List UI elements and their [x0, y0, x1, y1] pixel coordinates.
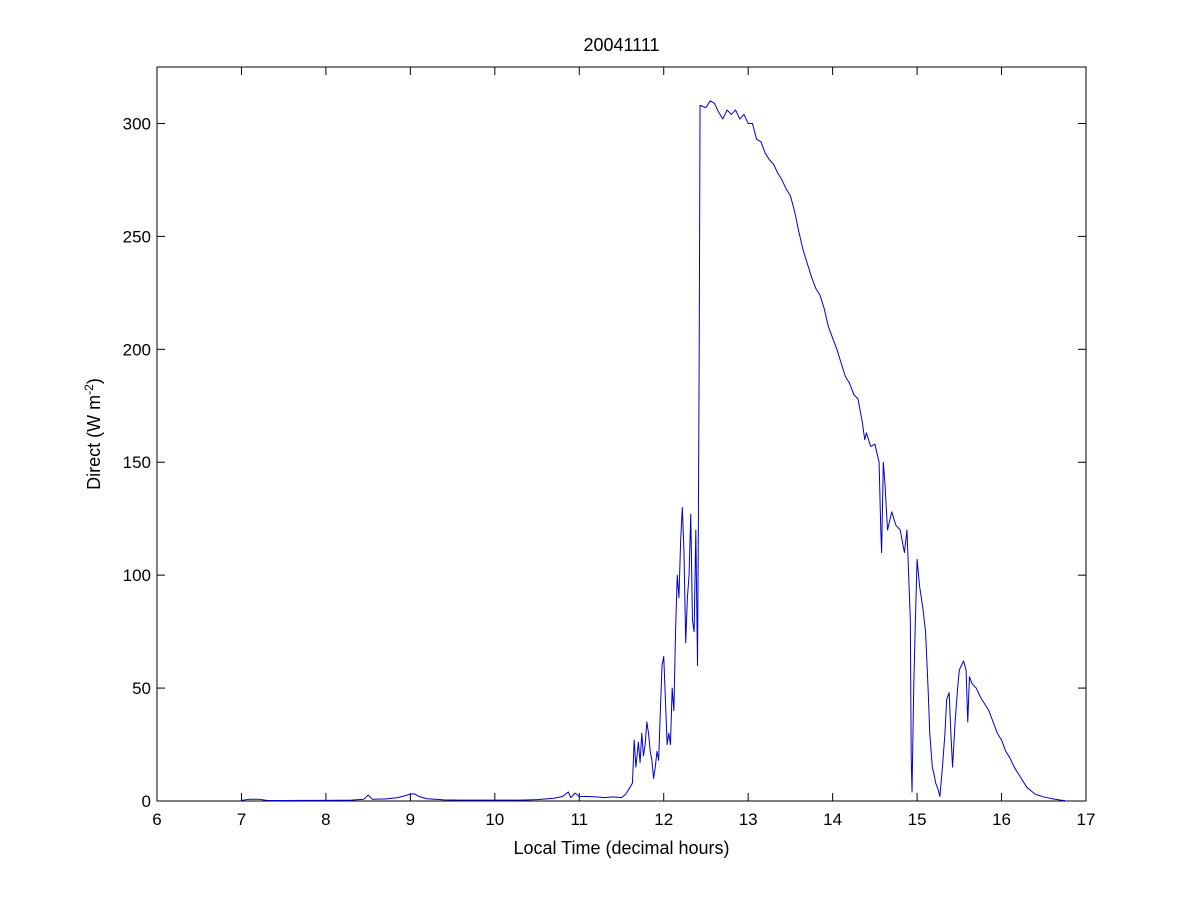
x-tick-label: 8 [321, 810, 330, 829]
y-tick-label: 300 [123, 114, 151, 133]
x-tick-label: 6 [152, 810, 161, 829]
axes-box [156, 66, 1087, 802]
x-tick-label: 11 [570, 810, 588, 829]
chart-title: 20041111 [583, 35, 659, 55]
y-tick-label: 100 [123, 566, 151, 585]
x-tick-label: 15 [908, 810, 927, 829]
x-tick-label: 17 [1077, 810, 1096, 829]
y-tick-label: 50 [132, 679, 151, 698]
x-tick-label: 10 [485, 810, 504, 829]
plot-area: 6 7 8 9 10 11 12 13 14 15 16 17 0 50 100 150 200 250 300 [123, 66, 1096, 829]
x-tick-label: 14 [823, 810, 842, 829]
y-tick-label: 250 [123, 227, 151, 246]
x-tick-label: 9 [406, 810, 415, 829]
series-line [241, 100, 1065, 802]
x-axis-label: Local Time (decimal hours) [513, 838, 729, 858]
x-tick-label: 16 [992, 810, 1011, 829]
x-tick-label: 7 [237, 810, 246, 829]
y-axis-label: Direct (W m-2) [82, 378, 104, 490]
x-tick-label: 12 [654, 810, 673, 829]
x-tick-label: 13 [739, 810, 758, 829]
y-tick-label: 150 [123, 453, 151, 472]
y-tick-label: 0 [142, 792, 151, 811]
y-tick-label: 200 [123, 340, 151, 359]
